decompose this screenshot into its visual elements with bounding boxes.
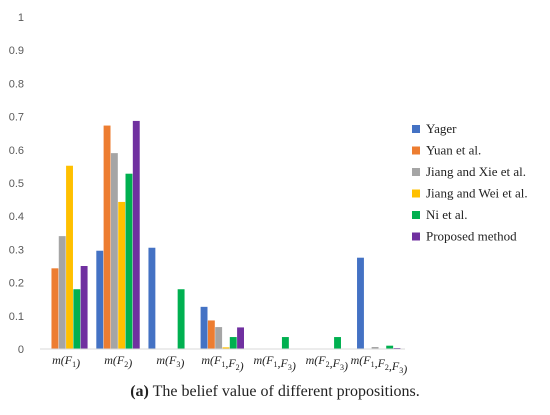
caption-text: The belief value of different propositio… [148, 383, 420, 400]
x-category-label: m(F1,F2) [201, 353, 243, 373]
bar [148, 247, 156, 349]
bar [96, 250, 104, 349]
bar [200, 306, 208, 349]
legend-label: Jiang and Xie et al. [426, 164, 526, 179]
legend-swatch [412, 211, 420, 219]
y-tick-label: 1 [18, 12, 24, 24]
legend-label: Jiang and Wei et al. [426, 186, 528, 201]
legend-label: Yuan et al. [426, 143, 481, 158]
x-category-label: m(F1) [52, 353, 80, 370]
figure-caption: (a) The belief value of different propos… [0, 383, 550, 401]
legend-swatch [412, 168, 420, 176]
legend-swatch [412, 189, 420, 198]
bar [103, 125, 111, 350]
y-tick-label: 0.5 [9, 178, 24, 190]
legend-swatch [412, 125, 420, 133]
belief-value-chart: 0 0.1 0.2 0.3 0.4 0.5 0.6 0.7 0.8 0.9 1 m(F1) m(F2)… [9, 12, 528, 376]
bar [371, 347, 379, 349]
legend-label: Yager [426, 121, 457, 136]
bar [58, 236, 66, 349]
bar [51, 268, 59, 349]
y-tick-label: 0.3 [9, 244, 24, 256]
legend-swatch [412, 146, 420, 155]
x-axis-category-labels: m(F1) m(F2) m(F3) m(F1,F2) m(F1,F3) m(F2,F3) m… [52, 353, 407, 376]
bar [207, 320, 215, 349]
caption-label: (a) [130, 383, 149, 400]
bar [357, 257, 364, 349]
bar [73, 289, 81, 349]
y-axis-ticks: 0 0.1 0.2 0.3 0.4 0.5 0.6 0.7 0.8 0.9 1 [9, 12, 24, 356]
y-tick-label: 0.8 [9, 78, 24, 90]
bar [229, 337, 237, 349]
bar [215, 327, 223, 349]
legend-label: Proposed method [426, 229, 517, 244]
x-category-label: m(F2) [104, 353, 132, 370]
bar [132, 120, 140, 349]
bar [125, 173, 133, 349]
bar [80, 266, 88, 349]
y-tick-label: 0.6 [9, 145, 24, 157]
legend-label: Ni et al. [426, 207, 468, 222]
legend: Yager Yuan et al. Jiang and Xie et al. Jian… [412, 121, 528, 244]
bar [118, 201, 126, 349]
x-category-label: m(F3) [156, 353, 184, 370]
legend-swatch [412, 232, 420, 241]
y-tick-label: 0.9 [9, 45, 24, 57]
bar [110, 153, 118, 349]
bar [237, 327, 244, 349]
bar [386, 345, 394, 349]
x-category-label: m(F2,F3) [306, 353, 348, 373]
y-tick-label: 0.4 [9, 211, 24, 223]
y-tick-label: 0.1 [9, 311, 24, 323]
bar [281, 337, 289, 349]
y-tick-label: 0.7 [9, 112, 24, 124]
bars [51, 120, 401, 350]
x-category-label: m(F1,F2,F3) [351, 353, 408, 376]
y-tick-label: 0 [18, 344, 24, 356]
bar [177, 289, 185, 349]
bar [66, 165, 73, 349]
bar [334, 337, 341, 349]
y-tick-label: 0.2 [9, 278, 24, 290]
bar [222, 347, 230, 349]
x-category-label: m(F1,F3) [253, 353, 295, 373]
